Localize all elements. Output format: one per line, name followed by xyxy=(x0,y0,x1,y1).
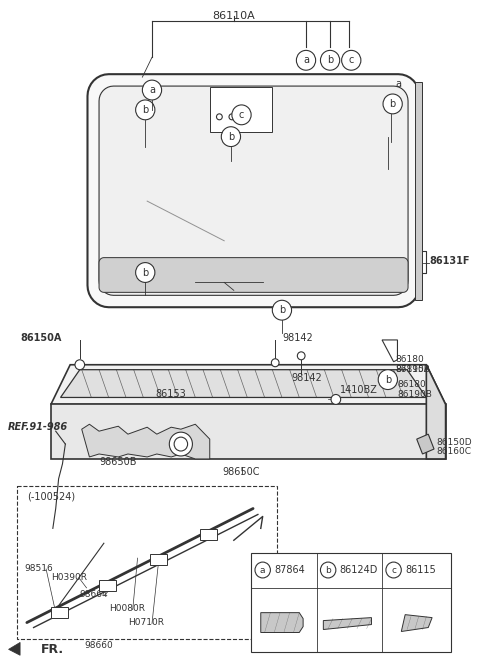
Text: 86150D: 86150D xyxy=(436,438,471,447)
Text: 98142: 98142 xyxy=(282,333,312,343)
Polygon shape xyxy=(51,404,445,459)
Text: a: a xyxy=(303,55,309,65)
Polygon shape xyxy=(426,365,445,459)
Text: 98660: 98660 xyxy=(84,641,113,650)
Text: FR.: FR. xyxy=(41,643,64,656)
Polygon shape xyxy=(261,613,303,632)
Circle shape xyxy=(271,359,279,367)
Text: 86115: 86115 xyxy=(405,565,436,575)
Text: c: c xyxy=(391,566,396,574)
Text: 86110A: 86110A xyxy=(213,11,255,21)
Circle shape xyxy=(378,370,397,390)
Bar xyxy=(99,580,116,591)
Text: 87864: 87864 xyxy=(274,565,305,575)
Circle shape xyxy=(174,437,188,451)
Text: 86124D: 86124D xyxy=(340,565,378,575)
Circle shape xyxy=(386,562,401,578)
Polygon shape xyxy=(51,365,445,404)
Text: 86180: 86180 xyxy=(397,380,426,389)
Text: 86150A: 86150A xyxy=(20,333,61,343)
Text: 86190B: 86190B xyxy=(397,390,432,399)
Polygon shape xyxy=(99,257,408,292)
Circle shape xyxy=(342,51,361,70)
Text: 86180: 86180 xyxy=(396,356,424,364)
Circle shape xyxy=(232,105,251,125)
Bar xyxy=(51,607,68,618)
Text: b: b xyxy=(325,566,331,574)
Bar xyxy=(251,553,451,652)
Circle shape xyxy=(297,352,305,360)
Polygon shape xyxy=(417,434,434,454)
Circle shape xyxy=(383,94,402,114)
Circle shape xyxy=(169,432,192,456)
Text: 98664: 98664 xyxy=(80,590,108,600)
Circle shape xyxy=(216,114,222,120)
Polygon shape xyxy=(99,86,408,295)
Circle shape xyxy=(136,263,155,282)
Polygon shape xyxy=(401,614,432,632)
Text: b: b xyxy=(384,375,391,385)
Text: 86160C: 86160C xyxy=(436,446,471,456)
Text: a: a xyxy=(396,79,402,89)
Text: b: b xyxy=(228,131,234,141)
Text: H0080R: H0080R xyxy=(108,604,144,613)
Circle shape xyxy=(321,562,336,578)
Text: H0710R: H0710R xyxy=(128,618,164,627)
Text: 98516: 98516 xyxy=(24,564,53,572)
Text: a: a xyxy=(260,566,265,574)
Polygon shape xyxy=(60,370,426,398)
Bar xyxy=(415,82,422,300)
Bar xyxy=(200,530,217,540)
Text: b: b xyxy=(142,105,148,115)
Circle shape xyxy=(136,100,155,120)
Text: b: b xyxy=(390,99,396,109)
Text: b: b xyxy=(142,267,148,277)
Bar xyxy=(150,554,168,565)
Text: 86153: 86153 xyxy=(156,390,187,400)
Text: 1410BZ: 1410BZ xyxy=(340,385,378,394)
Text: 98142: 98142 xyxy=(291,373,323,383)
Text: b: b xyxy=(327,55,333,65)
Text: 86190B: 86190B xyxy=(396,366,431,374)
Circle shape xyxy=(272,300,291,320)
Circle shape xyxy=(143,80,162,100)
Circle shape xyxy=(75,360,84,370)
Bar xyxy=(210,87,272,131)
Circle shape xyxy=(229,114,235,120)
Circle shape xyxy=(255,562,270,578)
Polygon shape xyxy=(87,74,420,307)
Text: 98650B: 98650B xyxy=(99,457,136,467)
Circle shape xyxy=(321,51,340,70)
Text: H0390R: H0390R xyxy=(51,574,87,582)
Text: (-100524): (-100524) xyxy=(27,492,75,502)
Text: REF.91-986: REF.91-986 xyxy=(8,422,68,432)
Text: a: a xyxy=(149,85,155,95)
Circle shape xyxy=(296,51,316,70)
Text: c: c xyxy=(239,110,244,120)
Text: 98650C: 98650C xyxy=(223,467,260,477)
Circle shape xyxy=(221,127,240,147)
Text: c: c xyxy=(348,55,354,65)
Text: b: b xyxy=(279,305,285,315)
Text: 86131F: 86131F xyxy=(429,255,470,265)
Text: 87815A: 87815A xyxy=(396,366,431,374)
Circle shape xyxy=(331,394,341,404)
Polygon shape xyxy=(9,642,20,655)
Polygon shape xyxy=(324,618,372,630)
Polygon shape xyxy=(82,424,210,459)
